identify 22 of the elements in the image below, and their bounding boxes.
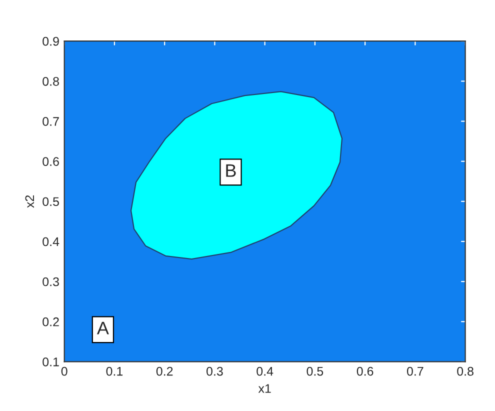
y-tick-label: 0.4: [42, 237, 60, 246]
y-tick-label: 0.1: [42, 357, 59, 366]
y-tick-label: 0.3: [42, 277, 59, 286]
x-tick-label: 0.2: [156, 366, 173, 376]
y-tick-label: 0.8: [42, 76, 59, 86]
y-tick-label: 0.6: [42, 157, 59, 166]
y-axis-title: x2: [25, 195, 34, 208]
x-tick-label: 0.5: [306, 366, 324, 376]
y-tick-label: 0.2: [42, 317, 59, 326]
y-tick-label: 0.9: [42, 36, 59, 46]
x-tick-label: 0.3: [206, 366, 223, 376]
x-axis-title: x1: [258, 384, 271, 393]
x-tick-label: 0.1: [106, 366, 123, 376]
y-tick-label: 0.5: [42, 197, 59, 206]
x-tick-label: 0: [61, 366, 68, 376]
annotation: B: [226, 164, 236, 177]
x-tick-label: 0.4: [256, 366, 274, 376]
annotation: A: [96, 322, 109, 334]
x-tick-label: 0.8: [457, 366, 474, 376]
y-tick-label: 0.7: [42, 117, 59, 126]
x-tick-label: 0.7: [406, 366, 424, 376]
x-tick-label: 0.6: [356, 366, 374, 376]
